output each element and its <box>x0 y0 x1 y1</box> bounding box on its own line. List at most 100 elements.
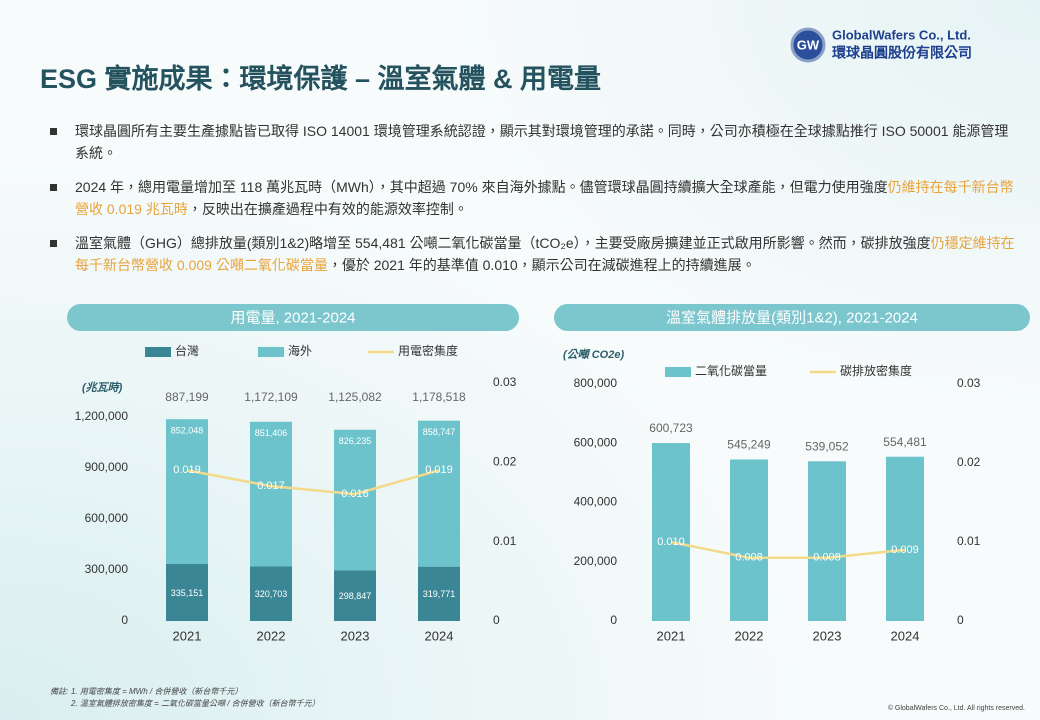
x-tick-label: 2023 <box>341 628 370 643</box>
legend-label: 二氧化碳當量 <box>695 364 767 378</box>
bar <box>886 456 924 621</box>
data-label: 298,847 <box>339 591 372 601</box>
data-label: 826,235 <box>339 436 372 446</box>
data-label: 0.009 <box>891 544 919 556</box>
y-tick-label: 200,000 <box>574 554 618 568</box>
bullet-marker <box>50 240 57 247</box>
y-tick-label: 600,000 <box>85 511 129 525</box>
line <box>670 540 906 560</box>
x-tick-label: 2024 <box>891 628 920 643</box>
data-label: 545,249 <box>727 438 771 452</box>
data-label: 858,747 <box>423 427 456 437</box>
bar <box>250 566 292 621</box>
data-label: 0.008 <box>813 552 841 564</box>
total-label: 1,125,082 <box>328 390 382 404</box>
x-tick-label: 2022 <box>257 628 286 643</box>
y-tick-label: 600,000 <box>574 435 618 449</box>
line <box>186 469 440 496</box>
legend-swatch <box>145 347 171 357</box>
total-label: 1,178,518 <box>412 390 466 404</box>
bar <box>166 419 208 565</box>
data-label: 539,052 <box>805 439 849 453</box>
legend-swatch <box>258 347 284 357</box>
bar <box>808 461 846 621</box>
x-tick-label: 2021 <box>657 628 686 643</box>
data-label: 0.017 <box>257 480 285 492</box>
axis-unit: (公噸 CO2e) <box>563 348 624 361</box>
company-zh: 環球晶圓股份有限公司 <box>832 45 972 61</box>
bar <box>730 459 768 621</box>
data-label: 0.019 <box>425 464 453 476</box>
bullet-text: 環球晶圓所有主要生產據點皆已取得 ISO 14001 環境管理系統認證，顯示其對… <box>75 123 1009 161</box>
chart-title-pill <box>67 304 519 331</box>
data-label: 319,771 <box>423 589 456 599</box>
logo-circle <box>790 27 826 63</box>
bullet: 2024 年，總用電量增加至 118 萬兆瓦時（MWh），其中超過 70% 來自… <box>50 176 1015 220</box>
bar <box>418 420 460 567</box>
bullet: 環球晶圓所有主要生產據點皆已取得 ISO 14001 環境管理系統認證，顯示其對… <box>50 120 1015 164</box>
y2-tick-label: 0.01 <box>957 534 981 548</box>
legend-label: 碳排放密集度 <box>840 363 912 378</box>
data-label: 0.008 <box>735 552 763 564</box>
x-tick-label: 2022 <box>735 628 764 643</box>
y-tick-label: 400,000 <box>574 495 618 509</box>
logo-mark: GW <box>797 37 820 52</box>
footnote-label: 備註: <box>50 687 68 696</box>
bar <box>334 429 376 571</box>
data-label: 851,406 <box>255 428 288 438</box>
y-tick-label: 1,200,000 <box>75 409 129 423</box>
highlight-text: 仍穩定維持在每千新台幣營收 0.009 公噸二氧化碳當量 <box>75 235 1015 273</box>
legend-swatch <box>665 367 691 377</box>
footnote: 1. 用電密集度 = MWh / 合併營收（新台幣千元） <box>71 687 242 696</box>
y2-tick-label: 0.03 <box>493 375 517 389</box>
bullet-text: 2024 年，總用電量增加至 118 萬兆瓦時（MWh），其中超過 70% 來自… <box>75 179 888 195</box>
bullet-text: ，反映出在擴產過程中有效的能源效率控制。 <box>187 201 468 217</box>
axis-unit: (兆瓦時) <box>82 381 123 394</box>
bullet-text: ，優於 2021 年的基準值 0.010，顯示公司在減碳進程上的持續進展。 <box>327 257 756 273</box>
y2-tick-label: 0 <box>493 613 500 627</box>
data-label: 0.010 <box>657 536 685 548</box>
data-label: 335,151 <box>171 588 204 598</box>
data-label: 852,048 <box>171 426 204 436</box>
x-tick-label: 2024 <box>425 628 454 643</box>
copyright: © GlobalWafers Co., Ltd. All rights rese… <box>888 704 1025 712</box>
chart-title: 溫室氣體排放量(類別1&2), 2021-2024 <box>666 309 918 326</box>
chart-title: 用電量, 2021-2024 <box>230 309 355 326</box>
legend-label: 用電密集度 <box>398 343 458 358</box>
x-tick-label: 2023 <box>813 628 842 643</box>
y-tick-label: 800,000 <box>574 376 618 390</box>
legend-label: 台灣 <box>175 343 199 358</box>
total-label: 1,172,109 <box>244 390 298 404</box>
y-tick-label: 900,000 <box>85 460 129 474</box>
bar <box>166 564 208 621</box>
x-tick-label: 2021 <box>173 628 202 643</box>
bar <box>250 421 292 567</box>
chart-title-pill <box>554 304 1030 331</box>
y2-tick-label: 0.02 <box>957 455 981 469</box>
bar <box>418 566 460 621</box>
legend-label: 海外 <box>288 343 312 358</box>
footnote: 2. 溫室氣體排放密集度 = 二氧化碳當量公噸 / 合併營收（新台幣千元） <box>70 699 320 708</box>
total-label: 887,199 <box>165 390 209 404</box>
data-label: 0.019 <box>173 464 201 476</box>
bullet-list: 環球晶圓所有主要生產據點皆已取得 ISO 14001 環境管理系統認證，顯示其對… <box>50 120 1015 288</box>
y2-tick-label: 0.03 <box>957 376 981 390</box>
bar <box>652 443 690 621</box>
y2-tick-label: 0.01 <box>493 534 517 548</box>
bullet-marker <box>50 128 57 135</box>
data-label: 320,703 <box>255 589 288 599</box>
highlight-text: 仍維持在每千新台幣營收 0.019 兆瓦時 <box>75 179 1014 217</box>
company-en: GlobalWafers Co., Ltd. <box>832 27 971 42</box>
y2-tick-label: 0 <box>957 613 964 627</box>
data-label: 554,481 <box>883 435 927 449</box>
bullet-text: 溫室氣體（GHG）總排放量(類別1&2)略增至 554,481 公噸二氧化碳當量… <box>75 235 931 251</box>
y2-tick-label: 0.02 <box>493 455 517 469</box>
slide-title: ESG 實施成果：環境保護 – 溫室氣體 & 用電量 <box>40 63 601 94</box>
data-label: 600,723 <box>649 421 693 435</box>
y-tick-label: 300,000 <box>85 562 129 576</box>
bar <box>334 570 376 621</box>
bullet-marker <box>50 184 57 191</box>
bullet: 溫室氣體（GHG）總排放量(類別1&2)略增至 554,481 公噸二氧化碳當量… <box>50 232 1015 276</box>
data-label: 0.016 <box>341 488 369 500</box>
